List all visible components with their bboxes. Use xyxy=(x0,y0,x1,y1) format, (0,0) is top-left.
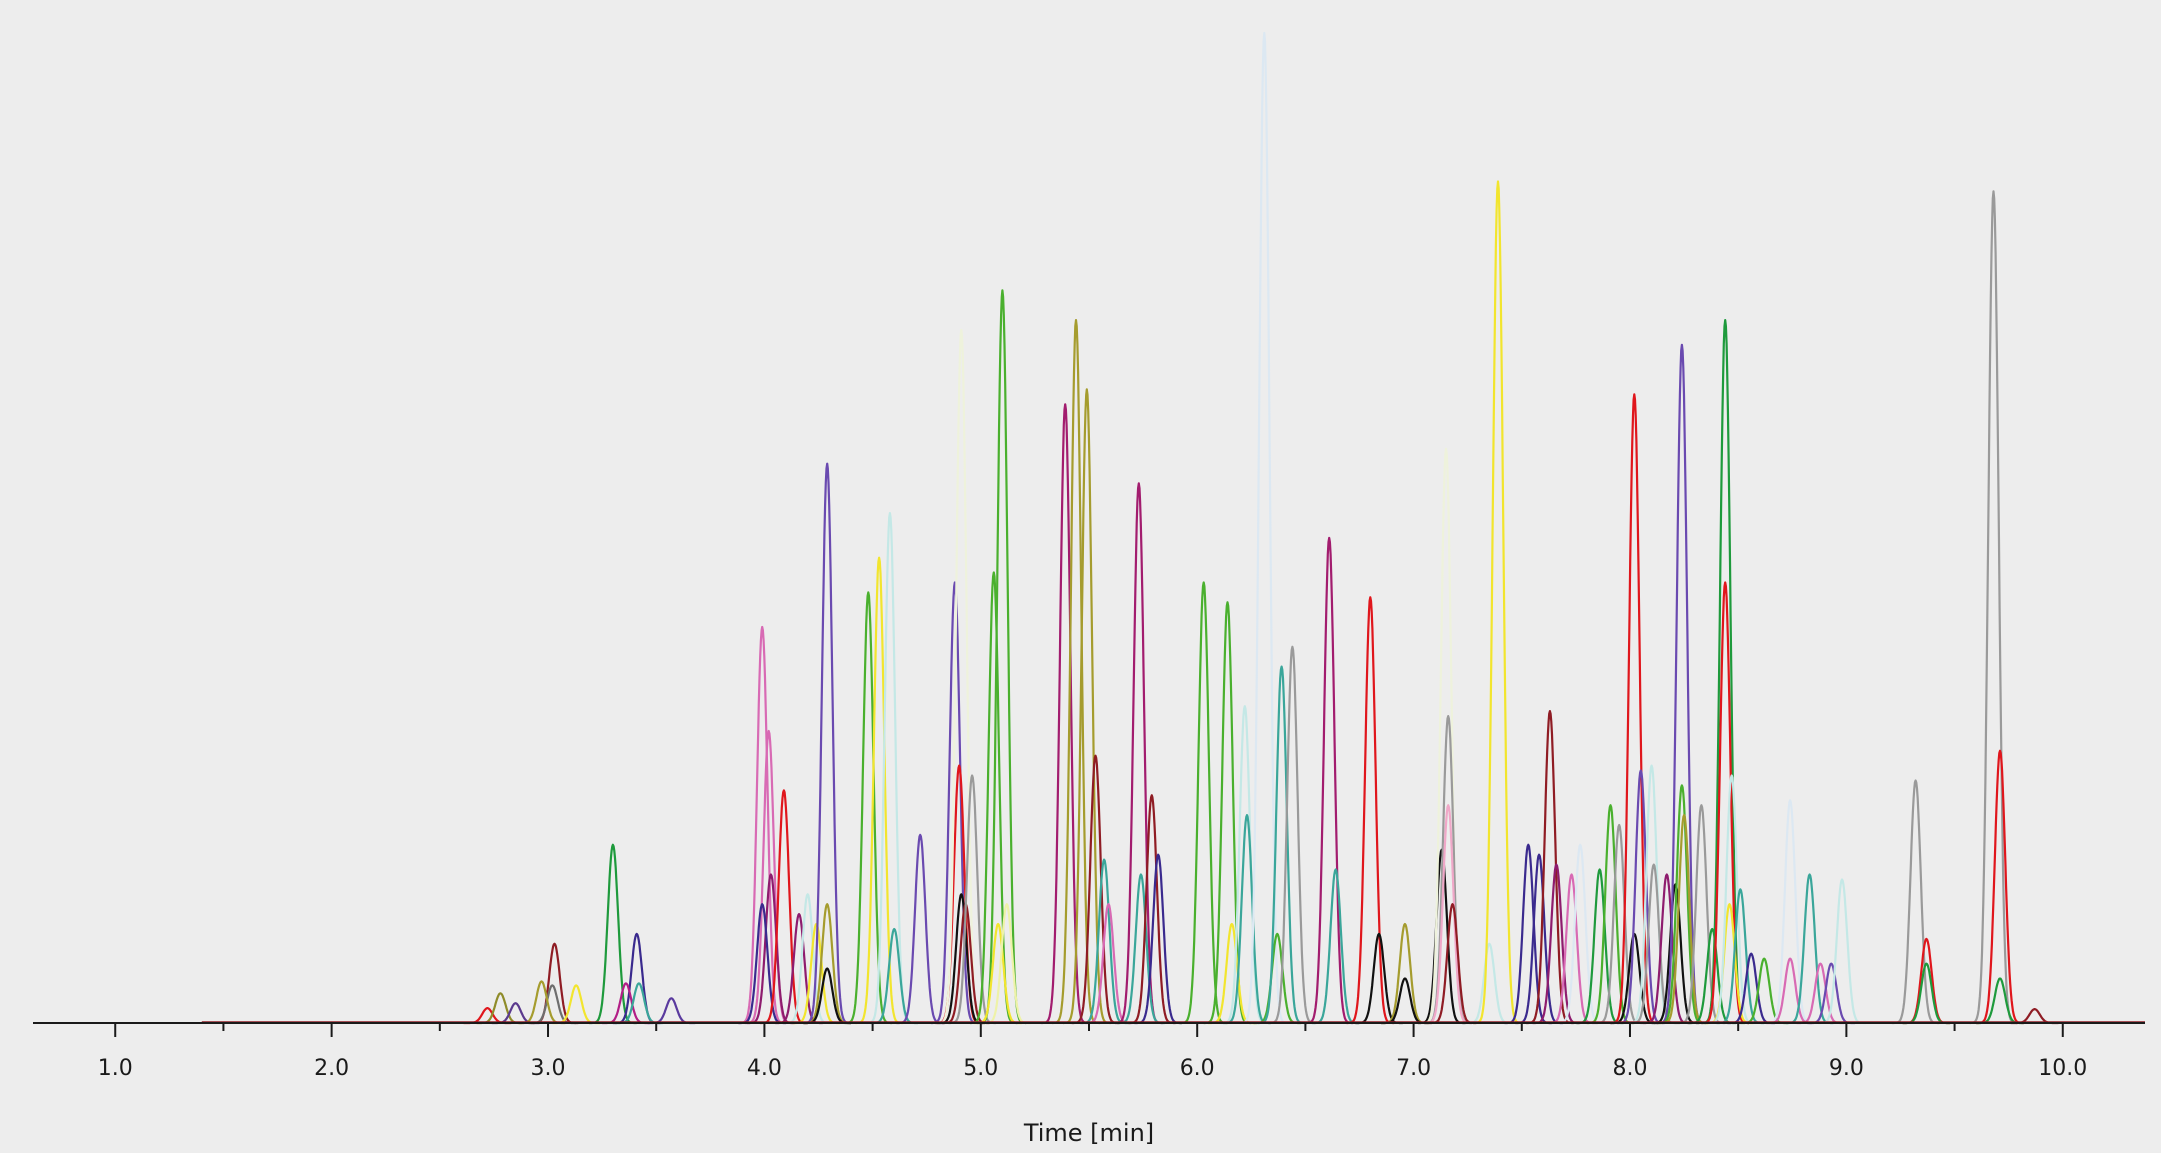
chromatogram-peak-88 xyxy=(1659,814,1709,1025)
x-tick-label: 10.0 xyxy=(2038,1056,2087,1081)
chromatogram-peak-92 xyxy=(1701,581,1750,1025)
chromatogram-peak-23 xyxy=(844,591,893,1025)
x-tick-label: 4.0 xyxy=(747,1056,782,1081)
chromatogram-peak-109 xyxy=(1975,977,2025,1025)
chromatogram-peak-100 xyxy=(1785,873,1834,1025)
chromatogram-peak-52 xyxy=(1222,814,1272,1025)
chromatogram-peak-28 xyxy=(930,581,980,1025)
chromatogram-peak-74 xyxy=(1547,873,1596,1025)
x-tick-label: 1.0 xyxy=(98,1056,133,1081)
chromatogram-peak-81 xyxy=(1616,769,1665,1025)
chromatogram-peak-41 xyxy=(1071,754,1120,1025)
chromatogram-peak-69 xyxy=(1473,180,1523,1025)
chromatogram-peak-66 xyxy=(1424,804,1473,1025)
chromatogram-peak-65 xyxy=(1424,715,1473,1025)
chromatogram-peak-24 xyxy=(854,556,904,1025)
x-axis-ticks: 1.0 2.0 3.0 4.0 5.0 6.0 7.0 8.0 9.0 10.0 xyxy=(98,1023,2087,1081)
chromatogram-peak-56 xyxy=(1268,645,1317,1025)
chromatogram-peak-53 xyxy=(1240,31,1289,1025)
chromatogram-peak-68 xyxy=(1465,942,1514,1025)
x-tick-label: 9.0 xyxy=(1829,1056,1864,1081)
x-tick-label: 5.0 xyxy=(963,1056,998,1081)
chromatogram-peak-79 xyxy=(1610,393,1659,1025)
chromatogram-traces xyxy=(201,31,2145,1025)
chromatogram-peak-57 xyxy=(1305,536,1354,1025)
chromatogram-peak-110 xyxy=(2010,1008,2059,1025)
chromatogram-peak-94 xyxy=(1707,774,1756,1025)
x-tick-label: 2.0 xyxy=(314,1056,349,1081)
chromatogram-peak-86 xyxy=(1657,343,1707,1025)
chromatogram-peak-11 xyxy=(647,997,696,1025)
chromatogram-peak-104 xyxy=(1891,779,1940,1025)
chromatogram-peak-33 xyxy=(947,774,997,1025)
chromatogram-peak-40 xyxy=(1062,388,1112,1025)
x-tick-label: 3.0 xyxy=(531,1056,566,1081)
chromatogram-peak-3 xyxy=(530,942,579,1025)
chromatogram-peak-34 xyxy=(969,571,1018,1025)
chromatogram-peak-55 xyxy=(1257,665,1306,1025)
chromatogram-peak-77 xyxy=(1586,804,1635,1025)
chromatogram-peak-48 xyxy=(1179,581,1228,1025)
x-tick-label: 8.0 xyxy=(1612,1056,1647,1081)
chromatogram-peak-16 xyxy=(759,789,809,1025)
chromatogram-peak-89 xyxy=(1677,804,1726,1025)
x-axis-title: Time [min] xyxy=(1023,1119,1154,1147)
x-tick-label: 6.0 xyxy=(1180,1056,1215,1081)
chromatogram-peak-72 xyxy=(1525,710,1575,1025)
chromatogram-peak-108 xyxy=(1975,749,2025,1025)
chromatogram-peak-44 xyxy=(1114,482,1163,1025)
chromatogram-peak-103 xyxy=(1817,878,1867,1025)
x-tick-label: 7.0 xyxy=(1396,1056,1431,1081)
chromatogram-peak-49 xyxy=(1203,601,1252,1025)
chromatogram-peak-1 xyxy=(476,992,525,1025)
chromatogram-peak-51 xyxy=(1220,705,1269,1025)
chromatogram-peak-98 xyxy=(1765,799,1815,1025)
chromatogram-peak-20 xyxy=(802,462,852,1025)
chromatogram-peak-46 xyxy=(1127,794,1176,1025)
chromatogram-peak-59 xyxy=(1346,596,1395,1025)
chromatogram-peak-12 xyxy=(738,625,787,1025)
